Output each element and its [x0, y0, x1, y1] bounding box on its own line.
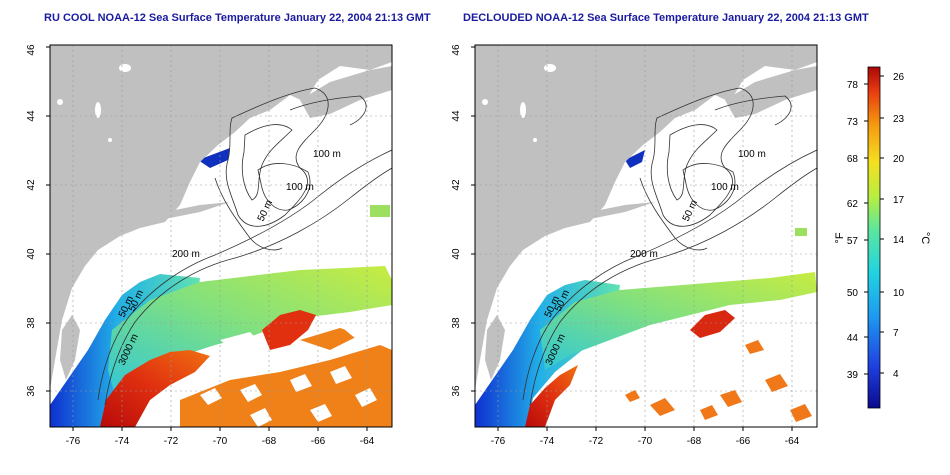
left-y-tick-label: 42: [26, 179, 37, 191]
colorbar-c-tick: 7: [893, 328, 899, 339]
left-sst-warm-eddy: [262, 310, 316, 350]
right-sst-scattered-patches: [625, 340, 812, 422]
right-map-panel: 100 m 100 m 50 m 200 m 50 m 3000 m 50 m …: [451, 44, 818, 447]
left-x-tick-label: -68: [262, 436, 277, 447]
colorbar-c-tick: 14: [893, 235, 905, 246]
right-sst-warm-eddy: [690, 310, 735, 338]
right-land-long-island: [575, 202, 655, 220]
right-y-tick-label: 38: [451, 317, 462, 329]
left-x-tick-label: -72: [164, 436, 179, 447]
right-contour-label-100m-mid: 100 m: [711, 182, 739, 193]
colorbar-f-tick: 57: [847, 236, 859, 247]
right-x-tick-label: -74: [540, 436, 555, 447]
colorbar-f-tick: 68: [847, 154, 859, 165]
left-x-tick-label: -70: [213, 436, 228, 447]
right-y-axis: [471, 46, 475, 392]
colorbar-f-tick: 62: [847, 199, 859, 210]
left-y-tick-label: 36: [26, 385, 37, 397]
left-map-grid: [50, 45, 392, 427]
right-x-tick-label: -66: [736, 436, 751, 447]
right-map-frame: [474, 44, 818, 428]
right-land-delmarva: [485, 315, 505, 380]
colorbar-c-tick: 10: [893, 288, 905, 299]
left-sst-warm-patches: [180, 328, 392, 427]
right-contour-label-200m: 200 m: [630, 249, 658, 260]
right-sst-spot-ne: [795, 228, 807, 236]
left-map-title: RU COOL NOAA-12 Sea Surface Temperature …: [44, 12, 431, 24]
left-sst-layer: [50, 148, 392, 427]
left-y-tick-label: 40: [26, 248, 37, 260]
left-land-mainland: [50, 45, 392, 390]
right-map-grid: [475, 45, 817, 427]
left-y-tick-label: 38: [26, 317, 37, 329]
right-x-tick-label: -70: [638, 436, 653, 447]
left-x-tick-label: -76: [66, 436, 81, 447]
right-x-tick-label: -76: [491, 436, 506, 447]
left-land-delmarva: [60, 315, 80, 380]
left-land: [50, 45, 392, 390]
left-contour-label-200m: 200 m: [172, 249, 200, 260]
left-land-long-island: [150, 202, 230, 220]
left-contour-label-100m-north: 100 m: [313, 149, 341, 160]
right-bathymetry-contours: [522, 87, 817, 406]
right-map-title: DECLOUDED NOAA-12 Sea Surface Temperatur…: [463, 12, 869, 24]
colorbar-f-tick: 50: [847, 288, 859, 299]
colorbar-fahrenheit-label: °F: [834, 232, 846, 243]
colorbar-f-tick: 73: [847, 117, 859, 128]
right-x-tick-label: -72: [589, 436, 604, 447]
colorbar-f-tick: 78: [847, 80, 859, 91]
colorbar-f-tick: 39: [847, 370, 859, 381]
right-land: [475, 45, 817, 390]
left-sst-gulf-stream: [100, 350, 210, 427]
right-sst-spot-coast: [625, 150, 645, 168]
right-land-nova-scotia: [725, 66, 817, 118]
right-sst-layer: [475, 150, 817, 427]
left-sst-cloud-speckle-2: [220, 322, 385, 352]
left-x-tick-label: -74: [115, 436, 130, 447]
right-y-tick-label: 44: [451, 110, 462, 122]
right-y-tick-label: 40: [451, 248, 462, 260]
right-sst-slope-band: [540, 272, 817, 370]
colorbar-celsius-label: °C: [919, 232, 931, 244]
colorbar-c-tick: 17: [893, 195, 905, 206]
colorbar-gradient: [867, 66, 881, 409]
colorbar-f-tick: 44: [847, 333, 859, 344]
left-contour-label-100m-mid: 100 m: [286, 182, 314, 193]
left-map-panel: 100 m 100 m 50 m 200 m 50 m 3000 m 50 m …: [26, 44, 393, 447]
left-y-tick-label: 46: [26, 44, 37, 56]
left-x-tick-label: -64: [360, 436, 375, 447]
left-sst-spot-coast: [198, 148, 230, 168]
left-sst-spot-ne: [370, 205, 390, 217]
right-x-tick-label: -64: [785, 436, 800, 447]
left-sst-slope-band: [108, 266, 392, 395]
right-y-tick-label: 46: [451, 44, 462, 56]
colorbar-c-tick: 4: [893, 369, 899, 380]
temperature-colorbar: 78 73 68 62 57 50 44 39 26 23 20 17 14 1…: [834, 66, 931, 409]
right-y-tick-label: 36: [451, 385, 462, 397]
colorbar-c-tick: 26: [893, 72, 905, 83]
right-y-tick-label: 42: [451, 179, 462, 191]
left-land-nova-scotia: [300, 66, 392, 118]
right-x-tick-label: -68: [687, 436, 702, 447]
colorbar-c-tick: 20: [893, 154, 905, 165]
left-y-tick-label: 44: [26, 110, 37, 122]
left-y-axis: [46, 46, 50, 392]
colorbar-c-tick: 23: [893, 114, 905, 125]
right-x-axis: [497, 427, 793, 431]
left-map-frame: [49, 44, 393, 428]
left-x-axis: [72, 427, 368, 431]
right-land-mainland: [475, 45, 817, 390]
right-sst-gulf-stream: [525, 365, 578, 427]
left-bathymetry-contours: [97, 87, 392, 406]
left-x-tick-label: -66: [311, 436, 326, 447]
right-contour-label-100m-north: 100 m: [738, 149, 766, 160]
